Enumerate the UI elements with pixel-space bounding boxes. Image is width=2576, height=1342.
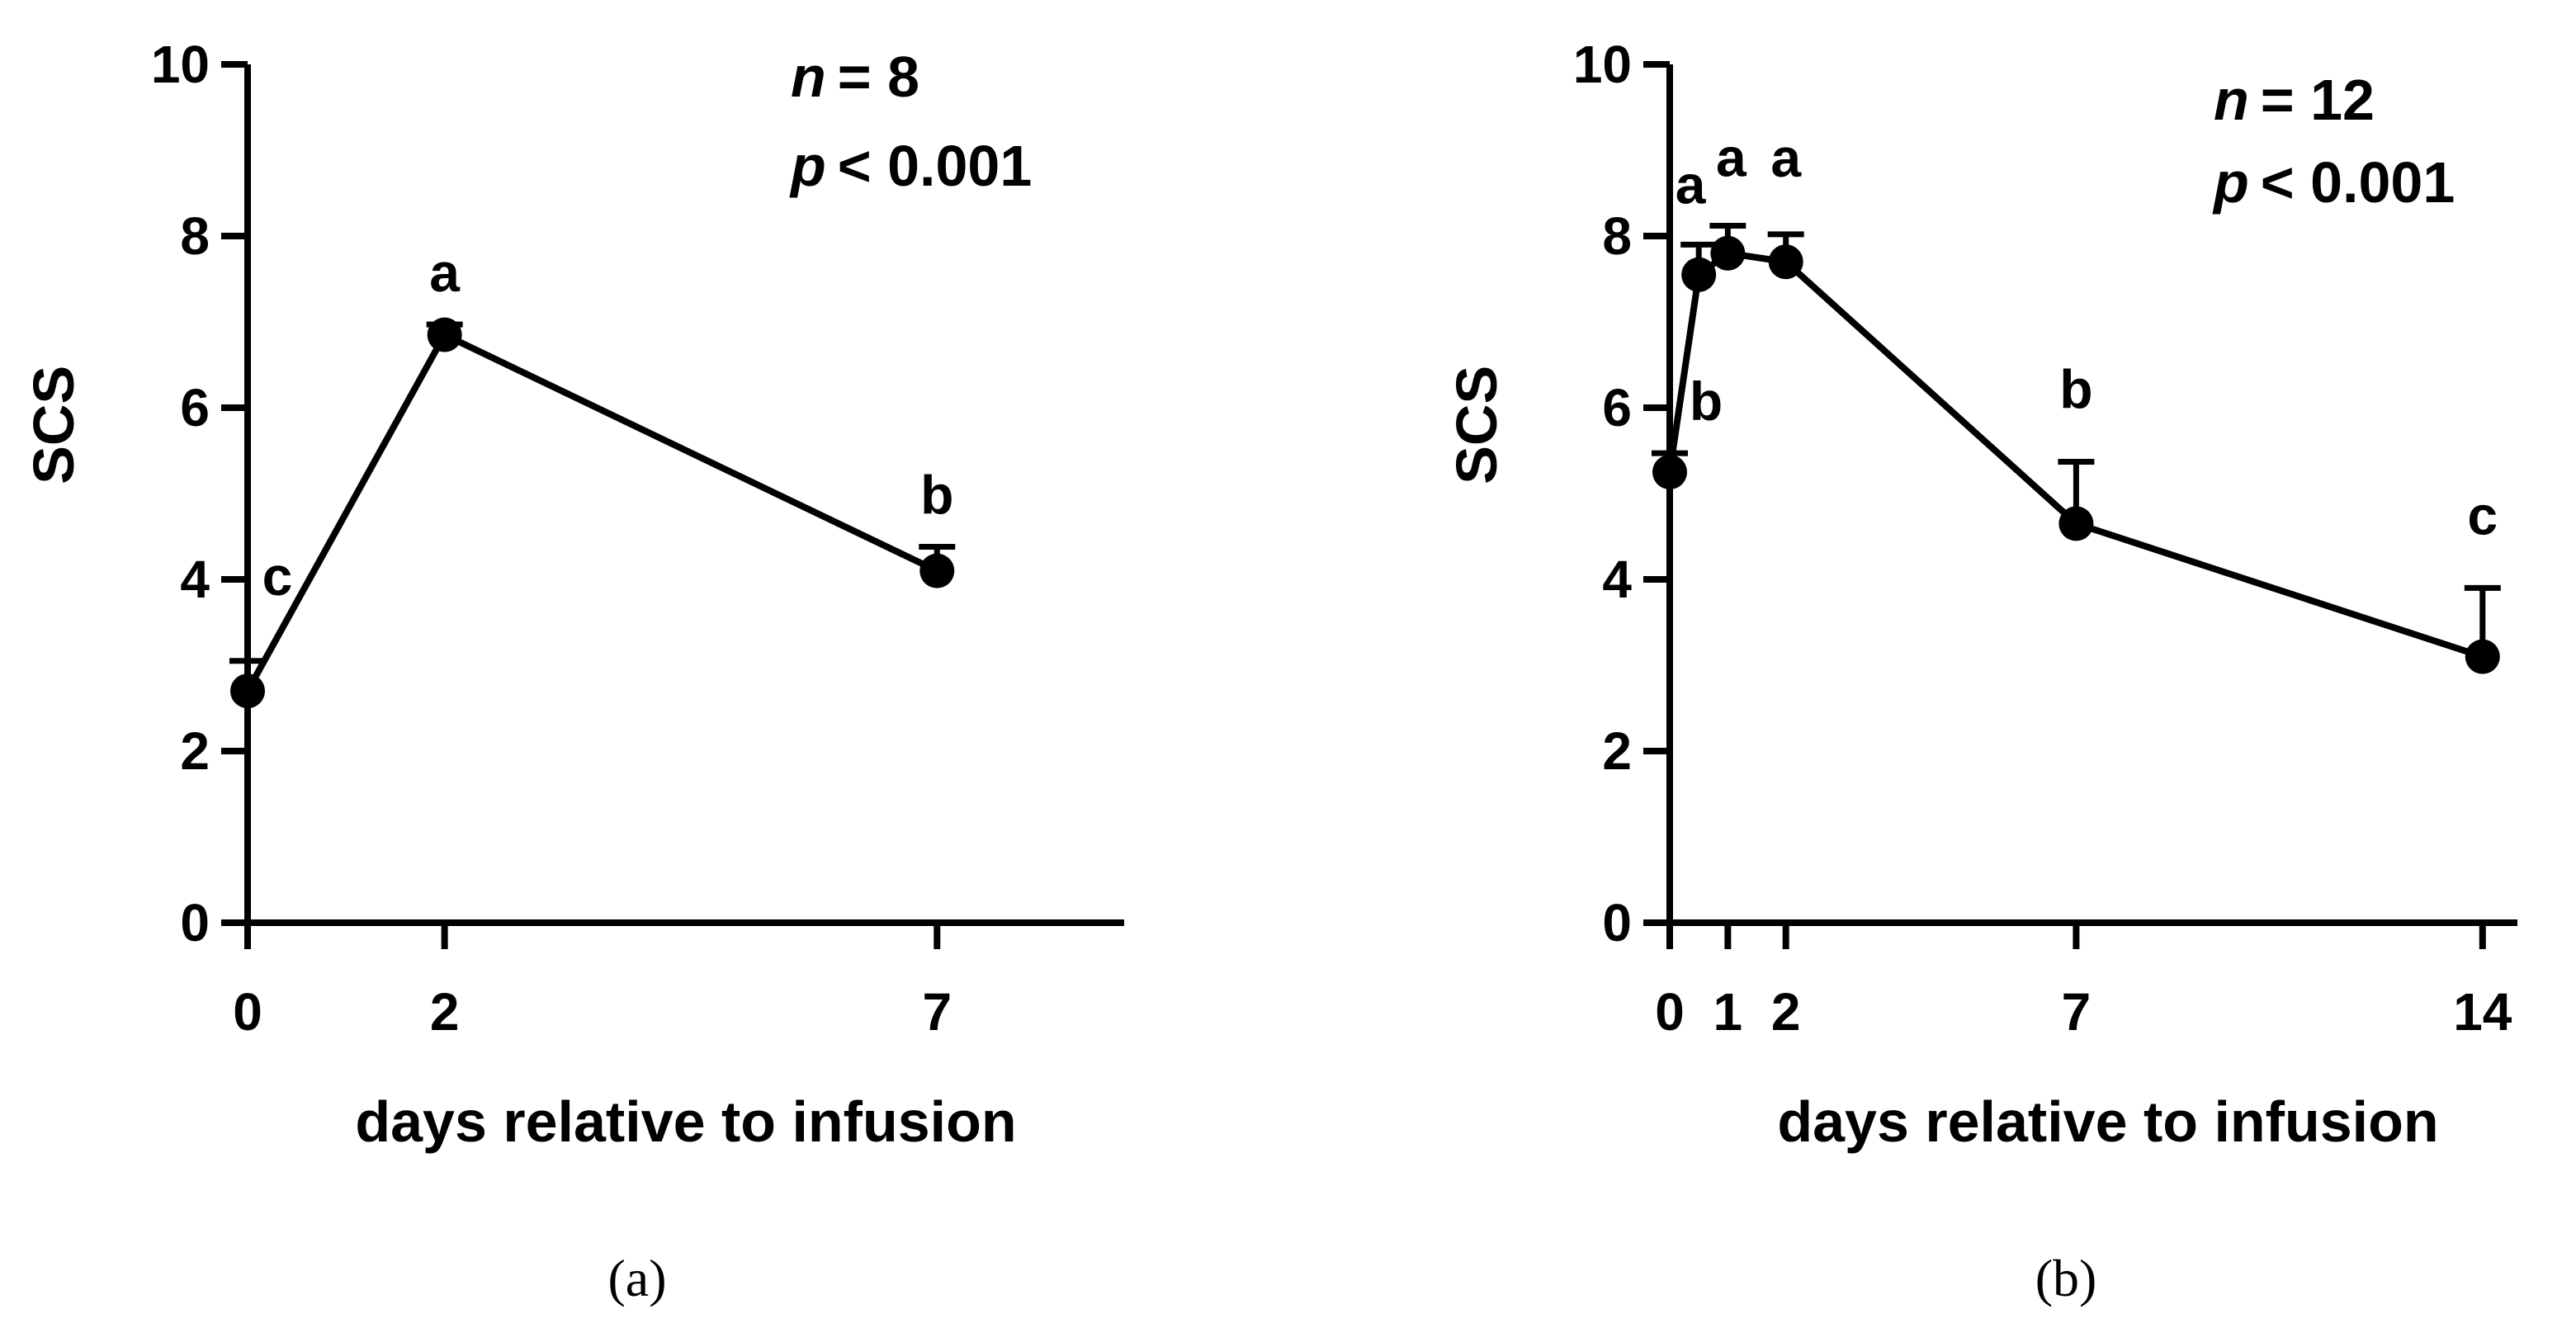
data-point bbox=[1681, 257, 1717, 292]
panel-caption: (b) bbox=[2035, 1249, 2097, 1307]
p-annotation: p < 0.001 bbox=[789, 134, 1032, 198]
data-point bbox=[2058, 506, 2094, 541]
data-point bbox=[2465, 639, 2500, 674]
x-tick-label: 7 bbox=[922, 982, 952, 1042]
y-tick-label: 8 bbox=[180, 206, 210, 266]
p-value: < 0.001 bbox=[838, 134, 1033, 198]
series-line bbox=[244, 331, 939, 693]
data-point bbox=[919, 553, 955, 588]
x-tick-label: 2 bbox=[1771, 982, 1801, 1042]
significance-letter: c bbox=[2467, 484, 2498, 546]
p-annotation: p < 0.001 bbox=[2212, 150, 2455, 215]
chart-panel-a: 0 2 4 6 8 10 0 2 7 SCS days relative to infusion c a… bbox=[21, 35, 1124, 1154]
n-symbol: n bbox=[791, 45, 826, 109]
data-point bbox=[1652, 455, 1687, 489]
y-tick-label: 0 bbox=[1602, 893, 1632, 952]
significance-letter: a bbox=[1716, 127, 1747, 188]
x-tick-label: 7 bbox=[2062, 982, 2092, 1042]
x-tick-label: 2 bbox=[430, 982, 460, 1042]
x-axis-label: days relative to infusion bbox=[1777, 1089, 2438, 1154]
x-tick-label: 0 bbox=[233, 982, 262, 1042]
x-tick-label: 1 bbox=[1713, 982, 1743, 1042]
n-symbol: n bbox=[2214, 68, 2249, 132]
data-point bbox=[230, 673, 265, 709]
series-line bbox=[1666, 249, 2484, 660]
y-axis-label: SCS bbox=[21, 366, 86, 484]
significance-letter: b bbox=[920, 464, 953, 525]
p-symbol: p bbox=[789, 134, 826, 198]
y-tick-label: 6 bbox=[180, 378, 210, 437]
y-tick-label: 6 bbox=[1602, 378, 1632, 437]
x-tick-label: 14 bbox=[2453, 982, 2512, 1042]
significance-letter: a bbox=[1770, 127, 1802, 188]
significance-letter: c bbox=[262, 546, 293, 607]
y-tick-label: 2 bbox=[1602, 721, 1632, 781]
significance-letter: b bbox=[2059, 359, 2092, 420]
panel-caption: (a) bbox=[607, 1249, 666, 1307]
n-annotation: n = 8 bbox=[791, 45, 919, 109]
y-tick-label: 10 bbox=[1573, 35, 1632, 94]
significance-letter: a bbox=[1676, 154, 1707, 215]
y-tick-label: 2 bbox=[180, 721, 210, 781]
y-tick-label: 10 bbox=[151, 35, 210, 94]
p-symbol: p bbox=[2212, 150, 2249, 215]
x-tick-label: 0 bbox=[1655, 982, 1685, 1042]
n-value: = 12 bbox=[2261, 68, 2375, 132]
y-tick-label: 4 bbox=[1602, 550, 1632, 609]
p-value: < 0.001 bbox=[2261, 150, 2455, 215]
x-axis-label: days relative to infusion bbox=[355, 1089, 1016, 1154]
data-point bbox=[427, 317, 462, 352]
n-annotation: n = 12 bbox=[2214, 68, 2375, 132]
y-tick-label: 0 bbox=[180, 893, 210, 952]
y-tick-label: 8 bbox=[1602, 206, 1632, 266]
data-point bbox=[1768, 244, 1803, 280]
data-point bbox=[1710, 235, 1746, 271]
n-value: = 8 bbox=[838, 45, 919, 109]
significance-letter: b bbox=[1690, 371, 1723, 432]
y-tick-label: 4 bbox=[180, 550, 210, 609]
significance-letter: a bbox=[429, 242, 461, 303]
y-axis-label: SCS bbox=[1444, 366, 1509, 484]
